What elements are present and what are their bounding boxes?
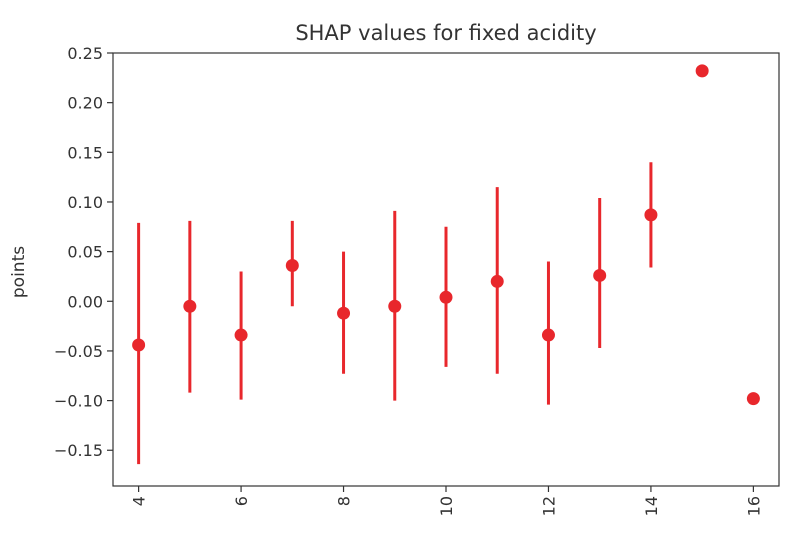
data-point bbox=[132, 338, 146, 352]
data-point bbox=[183, 299, 197, 313]
y-tick-label: 0.10 bbox=[67, 193, 103, 212]
x-tick-label: 6 bbox=[232, 496, 251, 506]
y-tick-label: −0.05 bbox=[54, 342, 103, 361]
data-point bbox=[388, 299, 402, 313]
data-point bbox=[285, 259, 299, 273]
data-point bbox=[695, 64, 709, 78]
y-tick-label: 0.05 bbox=[67, 243, 103, 262]
y-tick-label: 0.15 bbox=[67, 143, 103, 162]
data-point bbox=[593, 268, 607, 282]
y-axis-label: points bbox=[9, 246, 29, 298]
x-tick-label: 14 bbox=[642, 496, 661, 516]
marks-layer bbox=[132, 64, 760, 465]
data-point bbox=[644, 208, 658, 222]
y-tick-label: 0.00 bbox=[67, 292, 103, 311]
plot-frame bbox=[112, 52, 780, 487]
data-point bbox=[746, 392, 760, 406]
y-tick-label: 0.25 bbox=[67, 44, 103, 63]
x-tick-label: 12 bbox=[539, 496, 558, 516]
y-tick-label: 0.20 bbox=[67, 94, 103, 113]
x-tick-label: 8 bbox=[335, 496, 354, 506]
data-point bbox=[541, 328, 555, 342]
data-point bbox=[337, 306, 351, 320]
x-tick-label: 10 bbox=[437, 496, 456, 516]
data-point bbox=[439, 290, 453, 304]
data-point bbox=[490, 274, 504, 288]
chart-title: SHAP values for fixed acidity bbox=[295, 21, 596, 45]
x-tick-label: 16 bbox=[744, 496, 763, 516]
y-tick-label: −0.15 bbox=[54, 441, 103, 460]
data-point bbox=[234, 328, 248, 342]
ticks-layer: 0.25 0.20 0.15 0.10 0.05 0.00 −0.05 −0.10 −0.15 4… bbox=[54, 44, 763, 516]
x-tick-label: 4 bbox=[130, 496, 149, 506]
y-tick-label: −0.10 bbox=[54, 392, 103, 411]
